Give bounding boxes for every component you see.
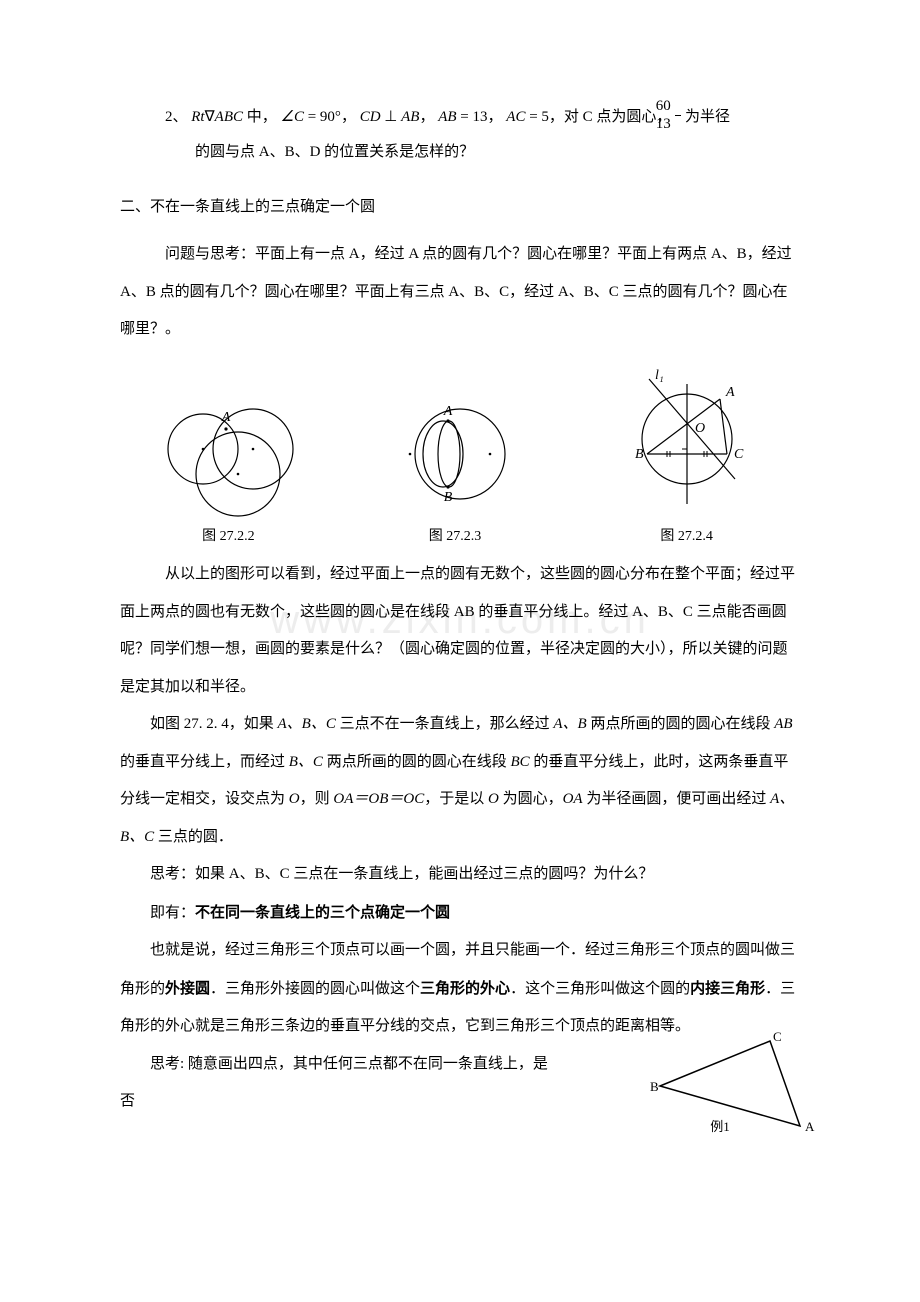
q2-t2: ， <box>341 109 356 125</box>
p3-k: 三点的圆． <box>154 829 233 845</box>
p3-m4: B、C <box>289 754 323 770</box>
fig1-svg: A <box>153 399 303 519</box>
q2-perp: ⊥ <box>381 109 402 125</box>
fig-27-2-3: A B 图 27.2.3 <box>370 399 540 547</box>
para-6: 也就是说，经过三角形三个顶点可以画一个圆，并且只能画一个．经过三角形三个顶点的圆… <box>120 932 800 1046</box>
question-2: 2、 Rt∇ABC 中， ∠C = 90°， CD ⊥ AB， AB = 13，… <box>120 100 800 169</box>
para-4: 思考：如果 A、B、C 三点在一条直线上，能画出经过三点的圆吗？为什么？ <box>120 856 800 894</box>
para-5: 即有：不在同一条直线上的三个点确定一个圆 <box>120 894 800 933</box>
p6-f: 内接三角形 <box>690 980 765 997</box>
p3-d: 的垂直平分线上，而经过 <box>120 754 289 770</box>
p3-m1: A、B、C <box>278 716 336 732</box>
section-2-title: 二、不在一条直线上的三点确定一个圆 <box>120 189 800 227</box>
p3-m6: O <box>289 791 300 807</box>
p5-a: 即有： <box>150 905 195 921</box>
q2-t1: 中， <box>243 109 277 125</box>
q2-tri: ∇ <box>205 109 215 125</box>
fig3-label-l1: l₁ <box>655 369 664 383</box>
p3-g: ，则 <box>300 791 334 807</box>
p3-c: 两点所画的圆的圆心在线段 <box>587 716 775 732</box>
p6-c: ．三角形外接圆的圆心叫做这个 <box>210 981 420 997</box>
ex1-labelA: A <box>805 1119 815 1134</box>
fig2-caption: 图 27.2.3 <box>429 527 482 547</box>
q2-frac: 6013 <box>675 98 681 134</box>
q2-eq3: = 5 <box>525 109 548 125</box>
fig3-svg: l₁ A B C O <box>607 369 767 519</box>
para-2: 从以上的图形可以看到，经过平面上一点的圆有无数个，这些圆的圆心分布在整个平面；经… <box>120 556 800 706</box>
fig2-labelB: B <box>444 490 453 505</box>
fig3-labelB: B <box>635 447 644 462</box>
p3-m9: OA <box>563 791 583 807</box>
p6-d: 三角形的外心 <box>420 980 510 997</box>
fig3-labelC: C <box>734 447 744 462</box>
p3-h: ，于是以 <box>424 791 488 807</box>
q2-frac-den: 13 <box>675 116 681 133</box>
q2-t6: 为半径 <box>685 109 730 125</box>
q2-cd: CD <box>360 109 381 125</box>
p3-i: 为圆心， <box>499 791 563 807</box>
p3-j: 为半径画圆，便可画出经过 <box>583 791 771 807</box>
q2-angc: ∠C <box>281 109 304 125</box>
q2-t3: ， <box>419 109 434 125</box>
p3-a: 如图 27. 2. 4，如果 <box>150 716 278 732</box>
q2-ab: AB <box>401 109 419 125</box>
p3-m7: OA＝OB＝OC <box>333 791 424 807</box>
fig-27-2-4: l₁ A B C O 图 27.2.4 <box>607 369 767 547</box>
fig2-labelA: A <box>443 404 453 419</box>
p3-m5: BC <box>510 754 529 770</box>
fig-27-2-2: A 图 27.2.2 <box>153 399 303 547</box>
q2-eq2: = 13 <box>457 109 488 125</box>
q2-ac: AC <box>506 109 525 125</box>
q2-prefix: 2、 <box>165 109 188 125</box>
q2-abc: ABC <box>215 109 243 125</box>
fig3-labelA: A <box>725 385 735 400</box>
p6-b: 外接圆 <box>165 980 210 997</box>
p3-m8: O <box>488 791 499 807</box>
p3-b: 三点不在一条直线上，那么经过 <box>336 716 554 732</box>
p3-e: 两点所画的圆的圆心在线段 <box>323 754 511 770</box>
q2-t5: ，对 C 点为圆心， <box>549 109 672 125</box>
figures-row: A 图 27.2.2 A B 图 27.2.3 <box>120 369 800 547</box>
q2-ab2: AB <box>438 109 456 125</box>
para-1: 问题与思考：平面上有一点 A，经过 A 点的圆有几个？圆心在哪里？平面上有两点 … <box>120 236 800 349</box>
q2-frac-num: 60 <box>675 98 681 116</box>
q2-eq1: = 90° <box>304 109 341 125</box>
ex1-caption: 例1 <box>710 1119 730 1134</box>
q2-t4: ， <box>488 109 503 125</box>
fig1-labelA: A <box>221 410 231 425</box>
p3-m3: AB <box>774 716 792 732</box>
p6-e: ．这个三角形叫做这个圆的 <box>510 981 690 997</box>
fig1-caption: 图 27.2.2 <box>202 527 255 547</box>
fig3-labelO: O <box>695 421 705 436</box>
p3-m2: A、B <box>553 716 586 732</box>
q2-rt: Rt <box>191 109 204 125</box>
q2-line2: 的圆与点 A、B、D 的位置关系是怎样的？ <box>195 144 474 160</box>
p5-b: 不在同一条直线上的三个点确定一个圆 <box>195 904 450 921</box>
fig3-caption: 图 27.2.4 <box>660 527 713 547</box>
para-7: 思考: 随意画出四点，其中任何三点都不在同一条直线上，是否 <box>120 1046 560 1121</box>
fig2-svg: A B <box>370 399 540 519</box>
para-3: 如图 27. 2. 4，如果 A、B、C 三点不在一条直线上，那么经过 A、B … <box>120 706 800 856</box>
